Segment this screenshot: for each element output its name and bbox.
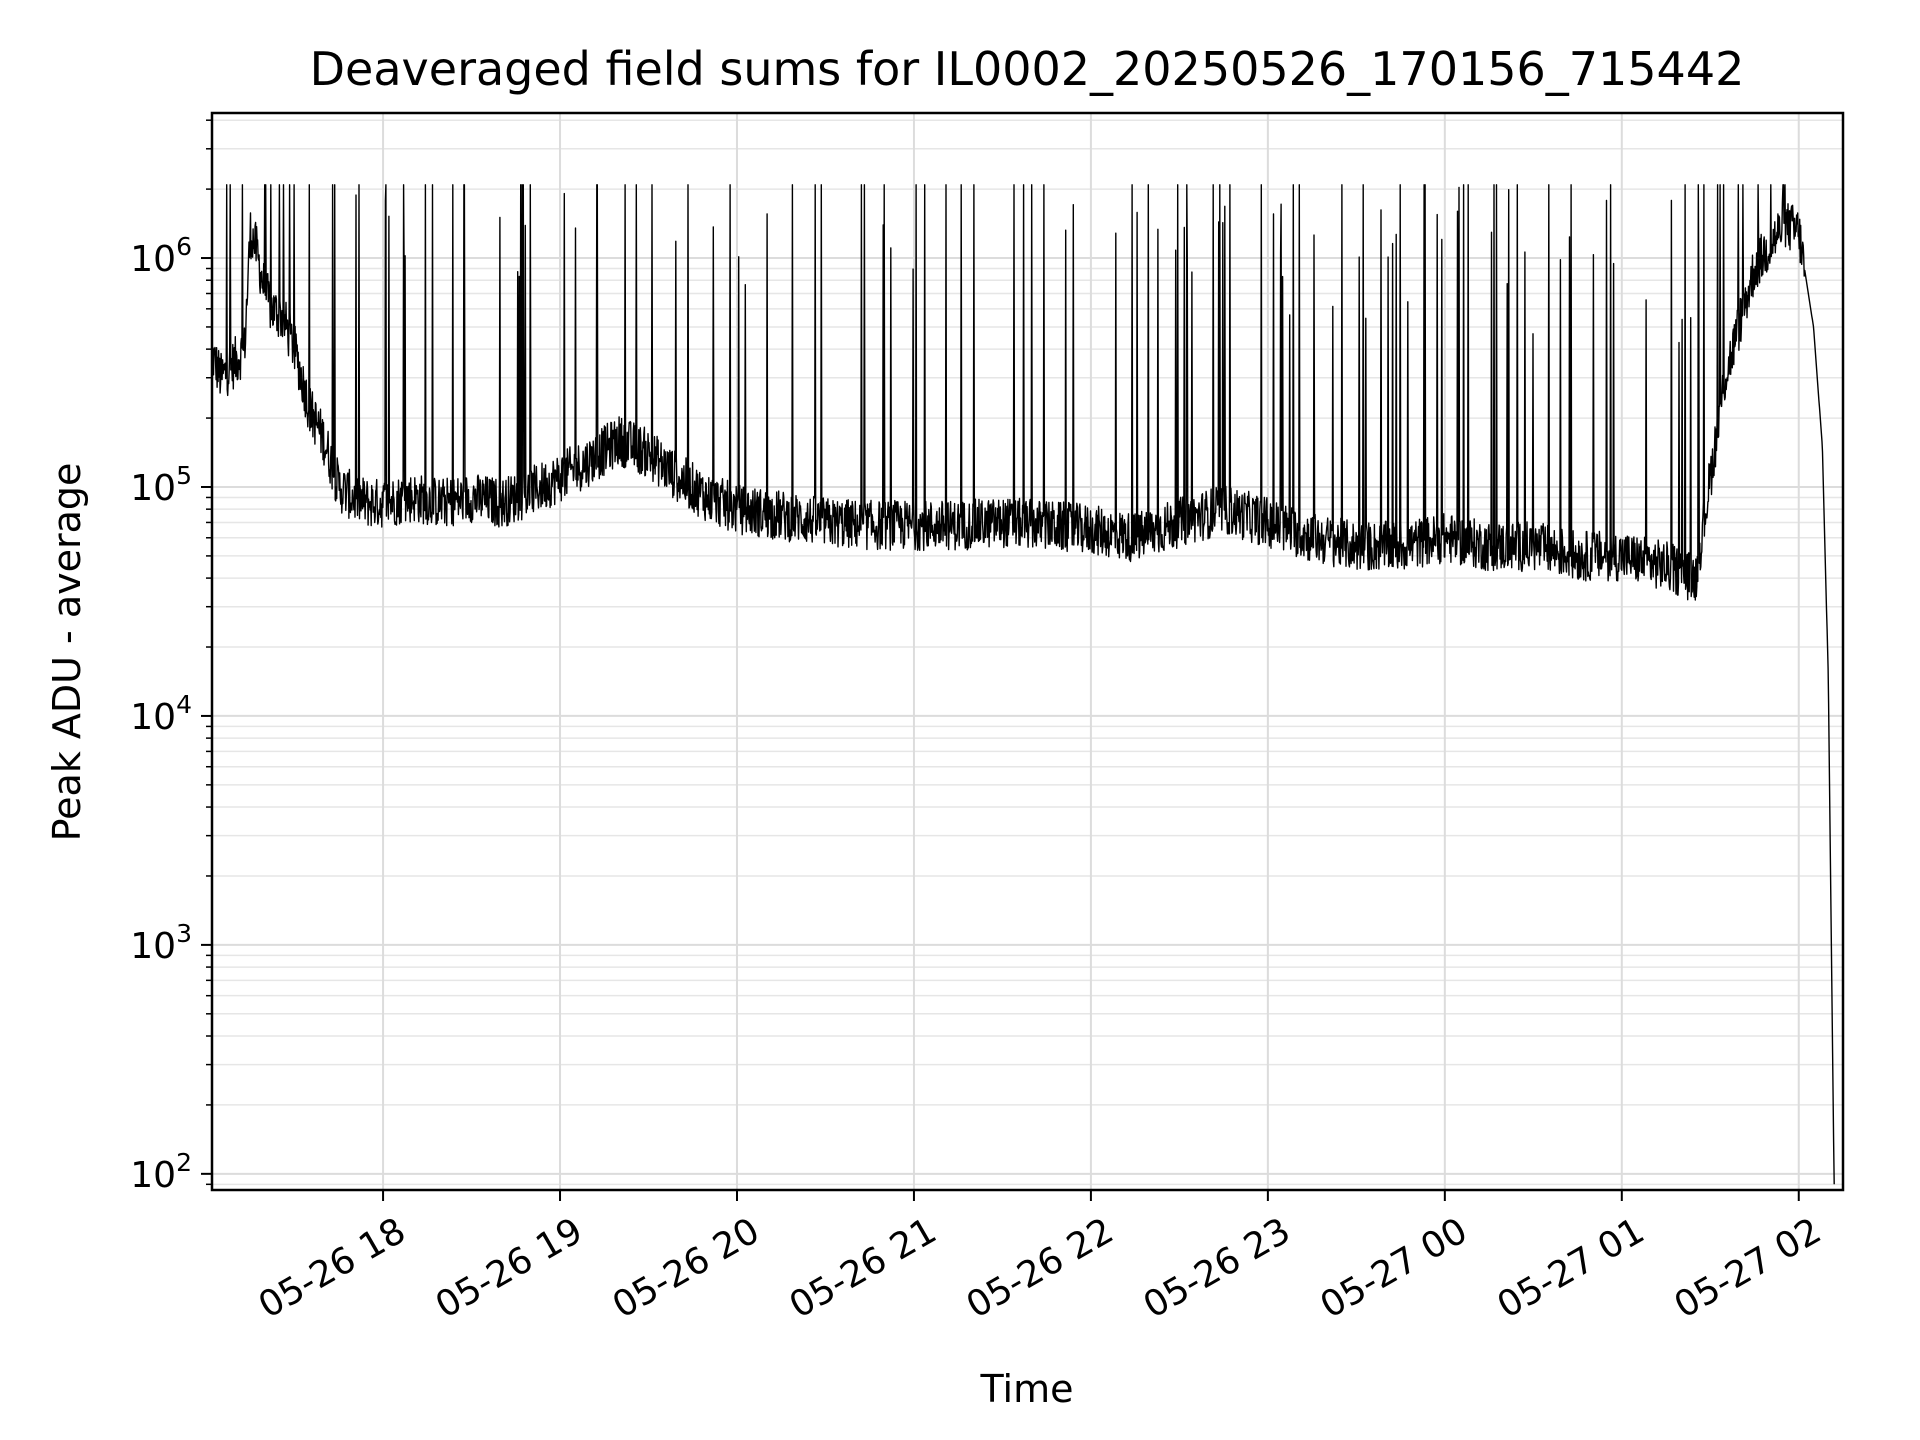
plot-frame [210, 111, 1845, 1192]
y-tick-base: 10 [130, 697, 176, 738]
series-layer [211, 184, 1835, 1185]
y-tick-label: 104 [130, 690, 192, 738]
y-tick-exponent: 6 [176, 232, 192, 261]
y-tick-exponent: 5 [176, 461, 192, 490]
y-tick-base: 10 [130, 926, 176, 967]
y-axis-title: Peak ADU - average [45, 463, 89, 842]
y-tick-base: 10 [130, 239, 176, 280]
y-tick-exponent: 2 [176, 1148, 192, 1177]
series-line [211, 184, 1835, 1185]
y-tick-label: 106 [130, 232, 192, 280]
x-axis-title: Time [980, 1367, 1074, 1411]
y-tick-label: 102 [130, 1148, 192, 1196]
y-tick-base: 10 [130, 468, 176, 509]
y-tick-exponent: 4 [176, 690, 192, 719]
y-tick-label: 105 [130, 461, 192, 509]
y-tick-exponent: 3 [176, 919, 192, 948]
y-tick-base: 10 [130, 1155, 176, 1196]
y-tick-label: 103 [130, 919, 192, 967]
chart-title: Deaveraged field sums for IL0002_2025052… [310, 42, 1745, 96]
